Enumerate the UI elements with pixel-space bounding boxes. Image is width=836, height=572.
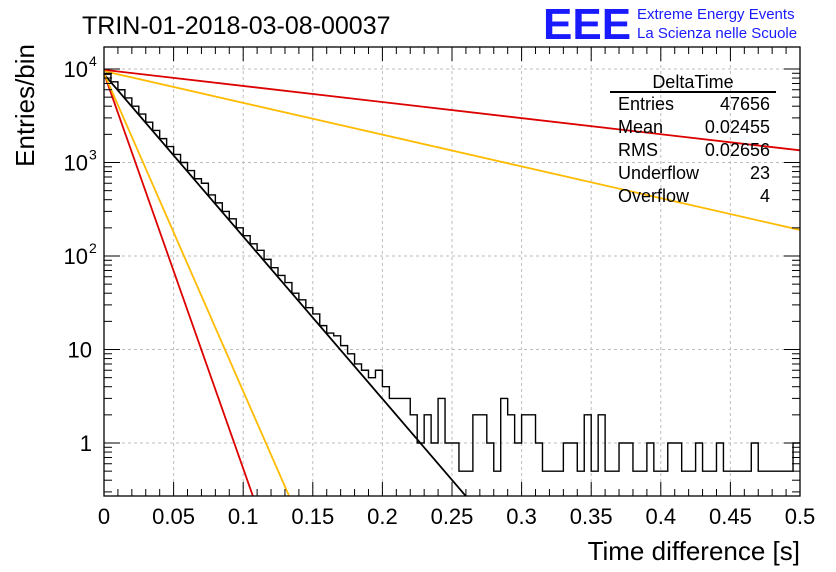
stats-row-label: RMS: [618, 140, 658, 160]
stats-row-value: 23: [750, 163, 770, 183]
x-tick-label: 0: [98, 504, 110, 529]
eee-logo: EEE Extreme Energy Events La Scienza nel…: [543, 0, 797, 49]
histogram-line: [104, 73, 800, 472]
stats-row-value: 4: [760, 186, 770, 206]
fit-lines: [103, 68, 801, 497]
fit-line: [103, 72, 290, 497]
x-tick-label: 0.25: [431, 504, 474, 529]
y-tick-label: 10: [64, 57, 88, 82]
fit-line: [103, 73, 467, 497]
y-tick-label: 1: [80, 431, 92, 456]
x-tick-label: 0.2: [367, 504, 398, 529]
stats-row-label: Mean: [618, 117, 663, 137]
y-axis-label: Entries/bin: [10, 44, 40, 167]
chart-title: TRIN-01-2018-03-08-00037: [82, 12, 391, 40]
x-tick-label: 0.1: [228, 504, 259, 529]
x-ticks: 0 0.05 0.1 0.15 0.2 0.25 0.3 0.35 0.4 0.45 0.5: [98, 47, 815, 529]
x-tick-label: 0.05: [152, 504, 195, 529]
x-tick-label: 0.3: [506, 504, 537, 529]
fit-line: [103, 68, 801, 152]
stats-row-label: Overflow: [618, 186, 690, 206]
fit-line: [103, 70, 801, 231]
y-tick-label: 10: [64, 244, 88, 269]
y-tick-exponent: 3: [89, 147, 97, 163]
x-tick-label: 0.35: [570, 504, 613, 529]
stats-row-value: 47656: [720, 94, 770, 114]
stats-row-label: Entries: [618, 94, 674, 114]
y-tick-exponent: 4: [89, 53, 97, 69]
stats-title: DeltaTime: [652, 72, 733, 92]
grid: [104, 47, 800, 496]
stats-row-value: 0.02455: [705, 117, 770, 137]
y-tick-label: 10: [64, 151, 88, 176]
fit-line: [103, 72, 254, 497]
logo-mark: EEE: [543, 0, 631, 49]
x-axis-label: Time difference [s]: [588, 536, 800, 566]
y-tick-label: 10: [68, 338, 92, 363]
x-tick-label: 0.5: [785, 504, 816, 529]
y-tick-exponent: 2: [89, 240, 97, 256]
x-tick-label: 0.45: [709, 504, 752, 529]
x-tick-label: 0.15: [291, 504, 334, 529]
stats-row-value: 0.02656: [705, 140, 770, 160]
logo-line2: La Scienza nelle Scuole: [637, 25, 797, 42]
x-tick-label: 0.4: [646, 504, 677, 529]
logo-line1: Extreme Energy Events: [637, 6, 795, 23]
stats-row-label: Underflow: [618, 163, 700, 183]
stats-box: DeltaTime Entries 47656 Mean 0.02455 RMS 0.02…: [610, 72, 776, 206]
